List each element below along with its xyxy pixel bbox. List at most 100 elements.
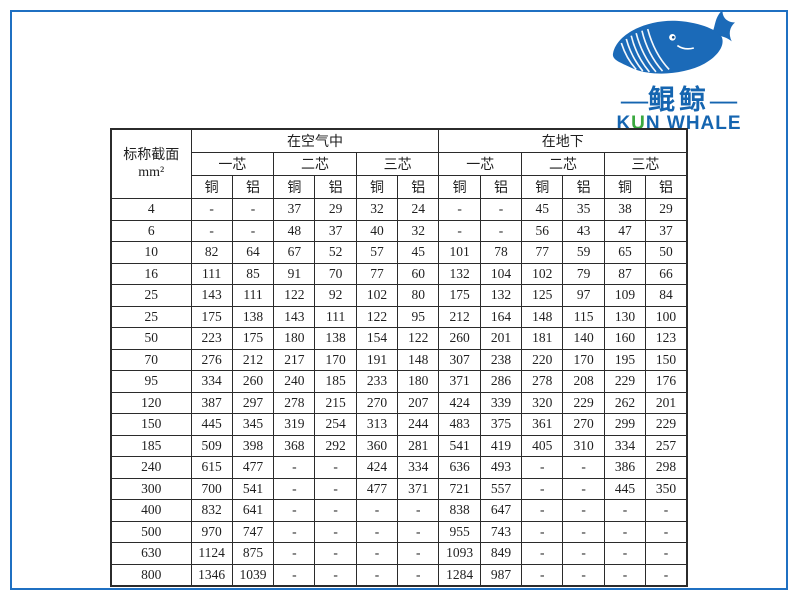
value-cell: - — [562, 477, 605, 500]
section-cell: 6 — [110, 219, 192, 242]
value-cell: 148 — [521, 305, 564, 328]
value-cell: - — [603, 542, 647, 565]
value-cell: 292 — [314, 434, 357, 457]
material-header: 铝 — [479, 175, 523, 199]
value-cell: 1124 — [190, 542, 233, 565]
value-cell: 483 — [438, 413, 481, 436]
value-cell: - — [562, 456, 605, 479]
section-cell: 120 — [110, 391, 192, 414]
value-cell: 201 — [479, 327, 523, 350]
section-cell: 240 — [110, 456, 192, 479]
material-header: 铝 — [397, 175, 440, 199]
group-header-row: 标称截面 mm² 在空气中 在地下 — [110, 128, 688, 199]
value-cell: 176 — [645, 370, 688, 393]
value-cell: 77 — [521, 241, 564, 264]
value-cell: 368 — [273, 434, 316, 457]
value-cell: 361 — [521, 413, 564, 436]
value-cell: 541 — [438, 434, 481, 457]
value-cell: 84 — [645, 284, 688, 307]
value-cell: 386 — [603, 456, 647, 479]
value-cell: 217 — [273, 348, 316, 371]
value-cell: 100 — [645, 305, 688, 328]
section-cell: 50 — [110, 327, 192, 350]
table-row: 500 970 747- - - -955 743- - - - — [110, 520, 688, 543]
material-header-row: 铜铝铜铝铜铝铜铝铜铝铜铝 — [111, 175, 688, 199]
material-header: 铝 — [314, 175, 357, 199]
value-cell: - — [562, 563, 605, 587]
value-cell: 281 — [397, 434, 440, 457]
value-cell: 371 — [397, 477, 440, 500]
table-row: 16 111 85 91 70 77 60 132 104 102 79 87 66 — [110, 262, 688, 285]
value-cell: 40 — [355, 219, 399, 242]
value-cell: 334 — [603, 434, 647, 457]
value-cell: 132 — [438, 262, 481, 285]
value-cell: 387 — [190, 391, 233, 414]
value-cell: - — [190, 219, 233, 242]
value-cell: 424 — [355, 456, 399, 479]
value-cell: - — [645, 542, 688, 565]
value-cell: 260 — [438, 327, 481, 350]
value-cell: 32 — [355, 198, 399, 221]
value-cell: - — [521, 477, 564, 500]
table-row: 50 223 175 180 138 154 122 260 201 181 140 160 123 — [110, 327, 688, 350]
table-row: 400 832 641- - - -838 647- - - - — [110, 499, 688, 522]
value-cell: 208 — [562, 370, 605, 393]
table-row: 630 1124 875- - - -1093 849- - - - — [110, 542, 688, 565]
core-header: 二芯 — [273, 152, 357, 176]
value-cell: 345 — [231, 413, 275, 436]
value-cell: - — [603, 520, 647, 543]
value-cell: - — [355, 563, 399, 587]
material-header: 铜 — [438, 175, 481, 199]
value-cell: 212 — [438, 305, 481, 328]
table-row: 95 334 260 240 185 233 180 371 286 278 208 229 176 — [110, 370, 688, 393]
value-cell: 82 — [190, 241, 233, 264]
table-row: 300 700 541- -477 371 721 557- -445 350 — [110, 477, 688, 500]
value-cell: 175 — [190, 305, 233, 328]
value-cell: 278 — [273, 391, 316, 414]
table-row: 800 1346 1039- - - -1284 987- - - - — [110, 563, 688, 587]
value-cell: 79 — [562, 262, 605, 285]
value-cell: 143 — [190, 284, 233, 307]
value-cell: 970 — [190, 520, 233, 543]
value-cell: 509 — [190, 434, 233, 457]
value-cell: 164 — [479, 305, 523, 328]
value-cell: 160 — [603, 327, 647, 350]
value-cell: 350 — [645, 477, 688, 500]
value-cell: 212 — [231, 348, 275, 371]
value-cell: - — [231, 219, 275, 242]
value-cell: 201 — [645, 391, 688, 414]
value-cell: 278 — [521, 370, 564, 393]
value-cell: - — [603, 499, 647, 522]
value-cell: 244 — [397, 413, 440, 436]
table-row: 6- -48 37 40 32- -56 43 47 37 — [110, 219, 688, 242]
value-cell: 111 — [314, 305, 357, 328]
value-cell: 615 — [190, 456, 233, 479]
value-cell: - — [273, 499, 316, 522]
value-cell: 60 — [397, 262, 440, 285]
value-cell: 557 — [479, 477, 523, 500]
value-cell: 123 — [645, 327, 688, 350]
value-cell: 229 — [562, 391, 605, 414]
material-header: 铜 — [603, 175, 647, 199]
material-header: 铜 — [190, 175, 233, 199]
value-cell: 150 — [645, 348, 688, 371]
section-cell: 16 — [110, 262, 192, 285]
value-cell: 125 — [521, 284, 564, 307]
value-cell: 254 — [314, 413, 357, 436]
value-cell: 138 — [231, 305, 275, 328]
section-cell: 800 — [110, 563, 192, 587]
value-cell: 87 — [603, 262, 647, 285]
value-cell: 130 — [603, 305, 647, 328]
section-cell: 25 — [110, 305, 192, 328]
value-cell: 77 — [355, 262, 399, 285]
value-cell: 286 — [479, 370, 523, 393]
value-cell: 647 — [479, 499, 523, 522]
value-cell: 1346 — [190, 563, 233, 587]
value-cell: 122 — [273, 284, 316, 307]
value-cell: 371 — [438, 370, 481, 393]
value-cell: 29 — [314, 198, 357, 221]
value-cell: 875 — [231, 542, 275, 565]
value-cell: - — [521, 542, 564, 565]
value-cell: 297 — [231, 391, 275, 414]
value-cell: 132 — [479, 284, 523, 307]
